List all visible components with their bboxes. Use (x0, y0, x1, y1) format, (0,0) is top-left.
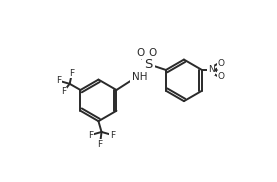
Text: S: S (144, 58, 153, 71)
Text: O: O (148, 48, 157, 58)
Text: O: O (218, 59, 225, 68)
Text: N: N (208, 66, 215, 74)
Text: O: O (218, 72, 225, 81)
Text: F: F (110, 130, 115, 140)
Text: F: F (98, 140, 102, 149)
Text: O: O (137, 48, 145, 58)
Text: F: F (61, 87, 66, 96)
Text: F: F (56, 76, 61, 85)
Text: NH: NH (132, 72, 147, 82)
Text: F: F (88, 130, 93, 140)
Text: F: F (70, 69, 75, 78)
